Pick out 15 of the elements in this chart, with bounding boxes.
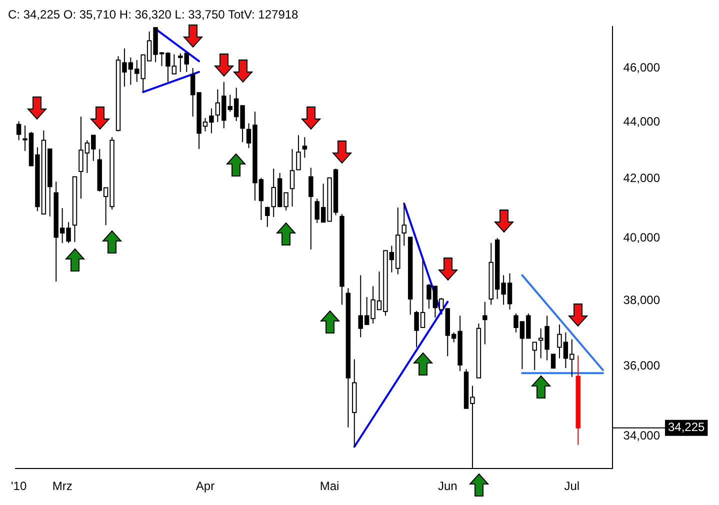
y-tick-label: 38,000 (623, 292, 660, 307)
x-tick-label: Jun (438, 479, 458, 494)
y-tick-label: 34,000 (623, 428, 660, 442)
x-tick-label: '10 (11, 479, 27, 494)
y-tick-label: 44,000 (623, 114, 660, 128)
x-tick-label: Jul (564, 479, 580, 494)
y-tick-label: 40,000 (623, 230, 660, 244)
x-tick-label: Apr (196, 479, 215, 494)
y-tick-label: 36,000 (623, 358, 660, 373)
text: 34,225 (668, 420, 706, 434)
chart-title: C: 34,225 O: 35,710 H: 36,320 L: 33,750 TotV: 127918 (8, 8, 299, 22)
x-tick-label: Mrz (52, 479, 72, 494)
x-tick-label: Mai (320, 479, 340, 494)
y-tick-label: 46,000 (623, 60, 660, 74)
y-tick-label: 42,000 (623, 171, 660, 186)
